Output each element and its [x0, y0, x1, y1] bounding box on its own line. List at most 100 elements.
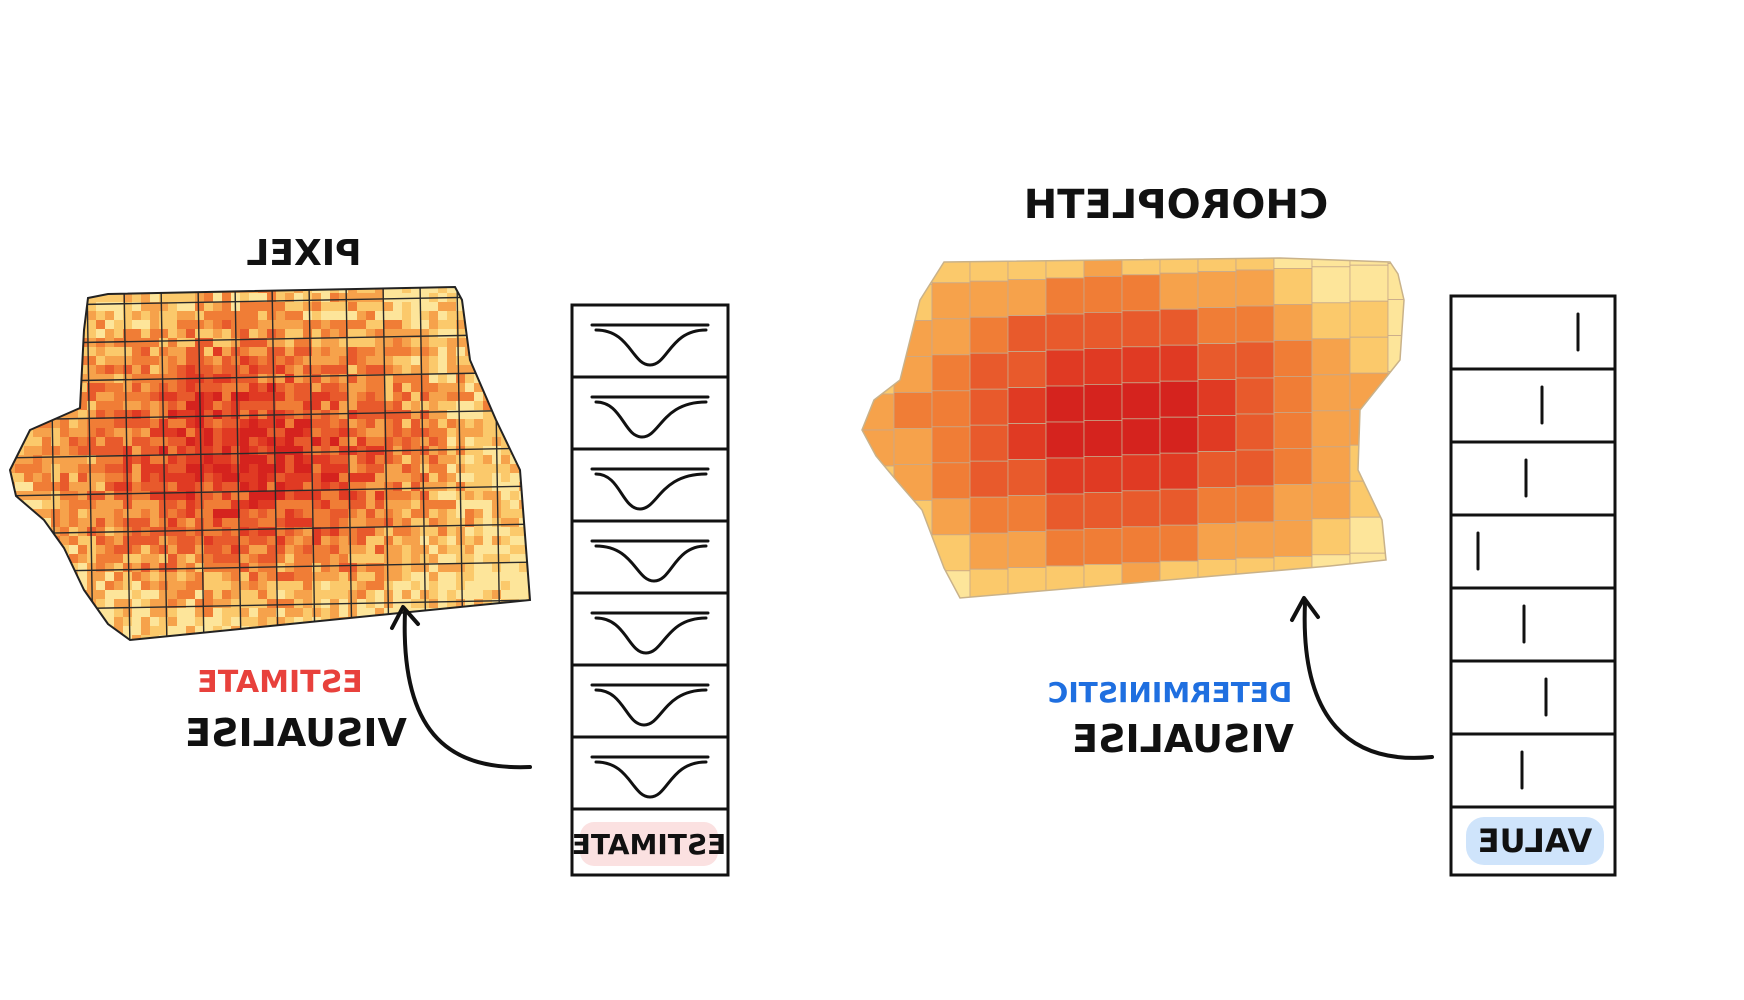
pixel-cell: [96, 482, 105, 491]
pixel-cell: [240, 374, 249, 383]
pixel-cell: [483, 410, 492, 419]
pixel-cell: [177, 320, 186, 329]
pixel-cell: [366, 365, 375, 374]
pixel-cell: [15, 608, 24, 617]
pixel-cell: [24, 392, 33, 401]
pixel-cell: [249, 545, 258, 554]
pixel-cell: [312, 491, 321, 500]
pixel-cell: [411, 419, 420, 428]
pixel-cell: [420, 392, 429, 401]
pixel-cell: [492, 329, 501, 338]
pixel-cell: [447, 635, 456, 640]
pixel-cell: [384, 563, 393, 572]
pixel-cell: [231, 527, 240, 536]
pixel-cell: [393, 383, 402, 392]
pixel-cell: [447, 491, 456, 500]
pixel-cell: [420, 473, 429, 482]
pixel-cell: [429, 329, 438, 338]
pixel-cell: [10, 410, 15, 419]
pixel-cell: [15, 563, 24, 572]
pixel-cell: [10, 419, 15, 428]
pixel-cell: [123, 302, 132, 311]
pixel-cell: [402, 365, 411, 374]
pixel-cell: [402, 590, 411, 599]
pixel-cell: [303, 374, 312, 383]
pixel-cell: [24, 347, 33, 356]
pixel-county-line: [10, 485, 530, 497]
pixel-cell: [114, 329, 123, 338]
pixel-cell: [519, 302, 528, 311]
pixel-cell: [96, 572, 105, 581]
pixel-cell: [213, 446, 222, 455]
pixel-cell: [294, 473, 303, 482]
pixel-cell: [96, 644, 105, 653]
pixel-cell: [132, 446, 141, 455]
pixel-cell: [303, 518, 312, 527]
pixel-cell: [150, 599, 159, 608]
pixel-cell: [321, 293, 330, 302]
pixel-cell: [492, 509, 501, 518]
pixel-cell: [474, 518, 483, 527]
pixel-cell: [528, 338, 530, 347]
pixel-cell: [474, 302, 483, 311]
pixel-cell: [132, 287, 141, 293]
pixel-cell: [420, 365, 429, 374]
pixel-cell: [114, 455, 123, 464]
pixel-cell: [51, 428, 60, 437]
pixel-cell: [474, 392, 483, 401]
pixel-cell: [231, 608, 240, 617]
pixel-cell: [510, 365, 519, 374]
pixel-cell: [141, 446, 150, 455]
pixel-cell: [267, 320, 276, 329]
pixel-cell: [177, 500, 186, 509]
pixel-cell: [10, 500, 15, 509]
pixel-cell: [321, 356, 330, 365]
choropleth-county: [1387, 299, 1404, 337]
pixel-cell: [519, 392, 528, 401]
pixel-cell: [447, 536, 456, 545]
pixel-cell: [132, 401, 141, 410]
pixel-cell: [429, 473, 438, 482]
pixel-caption-line2: ESTIMATE: [197, 665, 362, 700]
pixel-cell: [474, 464, 483, 473]
pixel-cell: [474, 617, 483, 626]
pixel-cell: [168, 419, 177, 428]
pixel-cell: [114, 428, 123, 437]
pixel-cell: [105, 518, 114, 527]
pixel-cell: [366, 392, 375, 401]
pixel-cell: [69, 410, 78, 419]
pixel-cell: [51, 365, 60, 374]
pixel-cell: [321, 644, 330, 653]
pixel-cell: [456, 428, 465, 437]
pixel-cell: [114, 320, 123, 329]
pixel-cell: [114, 572, 123, 581]
pixel-cell: [150, 302, 159, 311]
pixel-cell: [528, 482, 530, 491]
pixel-cell: [24, 287, 33, 293]
pixel-cell: [357, 437, 366, 446]
pixel-cell: [177, 590, 186, 599]
pixel-cell: [312, 383, 321, 392]
pixel-cell: [330, 365, 339, 374]
pixel-cell: [33, 464, 42, 473]
pixel-county-line: [160, 287, 168, 640]
pixel-cell: [159, 617, 168, 626]
pixel-cell: [87, 287, 96, 293]
pixel-cell: [474, 437, 483, 446]
pixel-cell: [249, 356, 258, 365]
pixel-cell: [69, 437, 78, 446]
pixel-cell: [159, 608, 168, 617]
pixel-cell: [276, 320, 285, 329]
pixel-cell: [501, 311, 510, 320]
pixel-cell: [51, 446, 60, 455]
pixel-cell: [195, 554, 204, 563]
pixel-cell: [231, 581, 240, 590]
pixel-cell: [51, 482, 60, 491]
pixel-cell: [393, 419, 402, 428]
pixel-cell: [150, 392, 159, 401]
pixel-cell: [60, 302, 69, 311]
choropleth-county: [1387, 443, 1404, 481]
pixel-cell: [411, 383, 420, 392]
pixel-cell: [60, 374, 69, 383]
pixel-cell: [492, 518, 501, 527]
